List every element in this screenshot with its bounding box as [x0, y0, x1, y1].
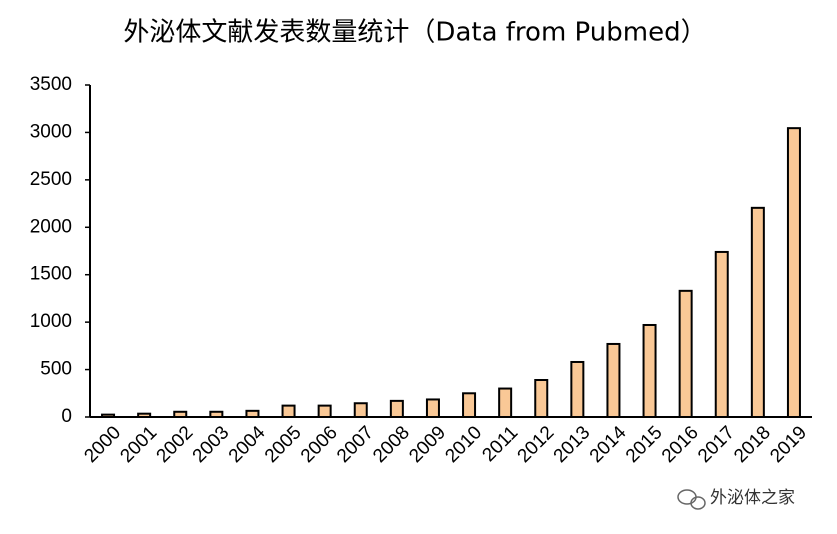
y-tick-label: 2500	[30, 169, 72, 190]
x-tick-label: 2011	[478, 422, 522, 466]
bar	[462, 392, 477, 418]
y-tick-label: 0	[61, 406, 72, 427]
x-tick-label: 2002	[153, 422, 198, 467]
x-tick-label: 2009	[405, 422, 450, 467]
y-tick-label: 3500	[30, 74, 72, 95]
watermark-icon	[677, 489, 706, 510]
x-tick-label: 2001	[116, 422, 161, 467]
x-tick-label: 2007	[333, 422, 378, 467]
bar	[642, 323, 657, 419]
bar	[281, 404, 296, 419]
bar	[570, 360, 585, 418]
bar	[750, 206, 765, 418]
x-tick-label: 2019	[766, 422, 811, 467]
bar	[678, 289, 693, 418]
x-tick-label: 2004	[225, 422, 270, 467]
watermark: 外泌体之家	[710, 488, 795, 508]
x-tick-label: 2014	[586, 422, 631, 467]
x-tick-label: 2012	[514, 422, 559, 467]
bar	[389, 399, 404, 419]
x-tick-label: 2000	[80, 422, 125, 467]
bar	[353, 402, 368, 419]
y-tick-label: 500	[40, 359, 72, 380]
bar	[317, 404, 332, 419]
x-tick-label: 2010	[441, 422, 486, 467]
bar	[714, 250, 729, 418]
y-tick-label: 2000	[30, 216, 72, 237]
bar	[534, 379, 549, 418]
bar	[498, 387, 513, 418]
y-tick-label: 1500	[30, 264, 72, 285]
chart-title: 外泌体文献发表数量统计（Data from Pubmed）	[123, 18, 706, 48]
y-tick-label: 3000	[30, 121, 72, 142]
bar	[425, 398, 440, 418]
x-tick-label: 2013	[550, 422, 595, 467]
x-tick-label: 2003	[189, 422, 234, 467]
x-tick-label: 2005	[261, 422, 306, 467]
x-tick-label: 2008	[369, 422, 414, 467]
x-tick-label: 2006	[297, 422, 342, 467]
x-tick-label: 2017	[694, 422, 739, 467]
x-tick-label: 2016	[658, 422, 703, 467]
x-tick-label: 2015	[622, 422, 667, 467]
bar	[606, 342, 621, 418]
y-tick-label: 1000	[30, 311, 72, 332]
x-tick-label: 2018	[730, 422, 775, 467]
bar	[786, 127, 801, 418]
